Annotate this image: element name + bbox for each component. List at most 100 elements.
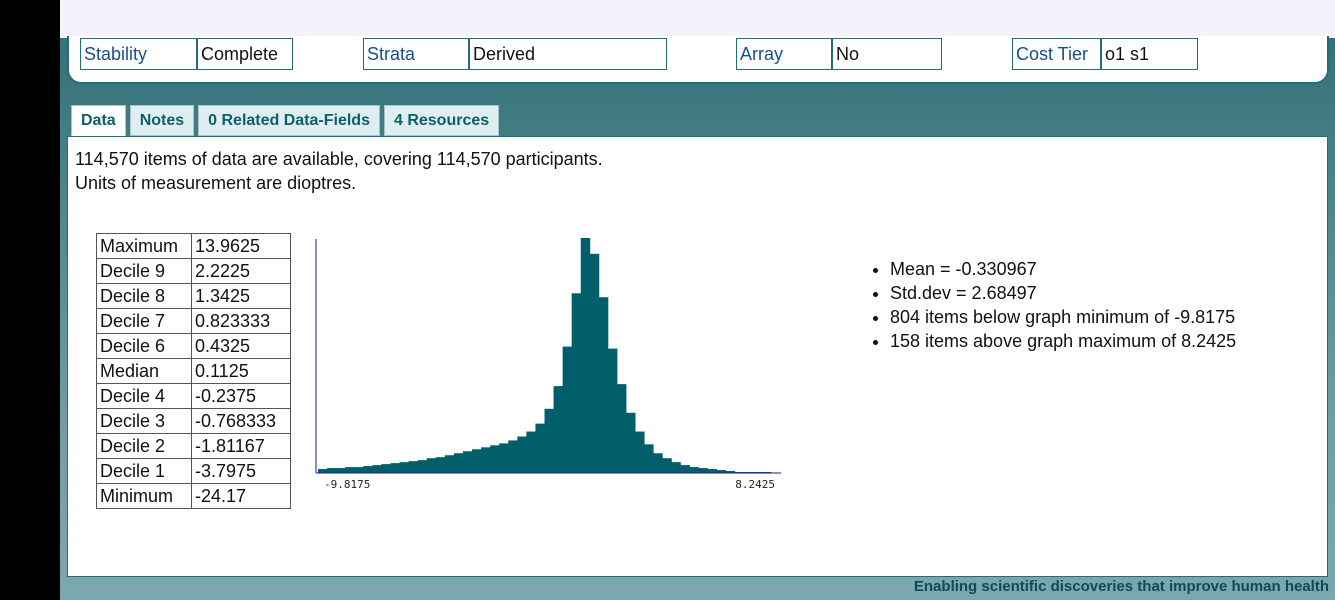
stats-row: Median 0.1125	[96, 358, 291, 384]
histogram-bar	[499, 443, 509, 473]
histogram-bar	[426, 458, 437, 473]
stats-label: Decile 2	[96, 433, 192, 459]
histogram-bar	[616, 384, 627, 473]
distribution-notes: Mean = -0.330967Std.dev = 2.68497804 ite…	[868, 257, 1250, 353]
stats-label: Decile 6	[96, 333, 192, 359]
tab-resources[interactable]: 4 Resources	[383, 105, 500, 136]
summary-units: Units of measurement are dioptres.	[75, 173, 357, 193]
histogram-bar	[508, 440, 518, 473]
tab-data[interactable]: Data	[71, 105, 126, 136]
histogram-bar	[662, 458, 672, 473]
meta-strata-key: Strata	[363, 38, 469, 70]
stats-value: -24.17	[191, 483, 291, 509]
meta-stability: Stability Complete	[80, 38, 293, 70]
tab-notes[interactable]: Notes	[129, 105, 195, 136]
histogram-bar	[598, 297, 609, 473]
histogram-bar	[725, 471, 736, 473]
histogram-bar	[481, 447, 491, 473]
histogram-bar	[698, 468, 708, 473]
meta-stability-key: Stability	[80, 38, 197, 70]
left-black-bar	[0, 0, 60, 600]
histogram-bar	[589, 253, 600, 473]
histogram-bar	[544, 408, 554, 473]
stats-row: Maximum 13.9625	[96, 233, 291, 259]
stats-row: Decile 8 1.3425	[96, 283, 291, 309]
histogram-bar	[318, 469, 328, 473]
note-item: 804 items below graph minimum of -9.8175	[890, 305, 1250, 329]
meta-stability-value: Complete	[197, 38, 293, 70]
histogram-bar	[535, 423, 545, 473]
histogram-bar	[472, 449, 482, 473]
histogram-bar	[653, 453, 663, 473]
histogram-bar	[444, 455, 455, 473]
histogram-bar	[435, 457, 446, 473]
stats-row: Decile 1 -3.7975	[96, 458, 291, 484]
histogram-bar	[390, 463, 400, 473]
x-tick-label-min: -9.8175	[324, 478, 370, 491]
stats-value: 1.3425	[191, 283, 291, 309]
stats-value: -1.81167	[191, 433, 291, 459]
histogram-bar	[644, 444, 654, 473]
stats-row: Decile 7 0.823333	[96, 308, 291, 334]
histogram-bar	[526, 431, 536, 473]
stats-row: Decile 4 -0.2375	[96, 383, 291, 409]
histogram-bar	[417, 460, 428, 473]
stats-value: 0.1125	[191, 358, 291, 384]
histogram-bar	[490, 445, 500, 473]
stats-label: Decile 1	[96, 458, 192, 484]
histogram-bar	[607, 348, 618, 473]
histogram-bar	[381, 464, 391, 473]
stats-label: Minimum	[96, 483, 192, 509]
stats-row: Decile 3 -0.768333	[96, 408, 291, 434]
meta-array: Array No	[736, 38, 942, 70]
histogram-bar	[399, 462, 409, 473]
histogram-bar	[408, 461, 419, 473]
histogram-bar	[635, 431, 645, 473]
top-band	[60, 0, 1335, 38]
stats-value: 13.9625	[191, 233, 291, 259]
histogram-bar	[372, 465, 382, 473]
histogram-bar	[689, 467, 699, 473]
stats-value: 2.2225	[191, 258, 291, 284]
histogram-bar	[562, 346, 573, 473]
stats-label: Median	[96, 358, 192, 384]
meta-strata: Strata Derived	[363, 38, 667, 70]
footer-tagline: Enabling scientific discoveries that imp…	[913, 578, 1329, 595]
histogram-bar	[580, 238, 591, 473]
tab-related-data-fields[interactable]: 0 Related Data-Fields	[198, 105, 380, 136]
histogram-bar	[327, 468, 337, 473]
histogram-bar	[336, 468, 346, 473]
note-item: 158 items above graph maximum of 8.2425	[890, 329, 1250, 353]
stats-row: Decile 2 -1.81167	[96, 433, 291, 459]
stats-row: Decile 6 0.4325	[96, 333, 291, 359]
note-item: Std.dev = 2.68497	[890, 281, 1250, 305]
stats-row: Decile 9 2.2225	[96, 258, 291, 284]
data-summary: 114,570 items of data are available, cov…	[75, 147, 603, 195]
histogram-bar	[553, 386, 564, 473]
summary-items-count: 114,570 items of data are available, cov…	[75, 149, 603, 169]
histogram-bar	[462, 451, 473, 473]
meta-cost-tier-value: o1 s1	[1101, 38, 1198, 70]
stats-value: -3.7975	[191, 458, 291, 484]
meta-array-value: No	[832, 38, 942, 70]
note-item: Mean = -0.330967	[890, 257, 1250, 281]
stats-label: Decile 3	[96, 408, 192, 434]
histogram-bar	[626, 412, 636, 473]
histogram-bar	[707, 469, 718, 473]
data-tab-panel: 114,570 items of data are available, cov…	[67, 136, 1328, 577]
stats-label: Decile 7	[96, 308, 192, 334]
histogram-bar	[716, 470, 727, 473]
histogram-bar	[517, 436, 527, 473]
stats-label: Decile 8	[96, 283, 192, 309]
stats-label: Decile 9	[96, 258, 192, 284]
x-tick-label-max: 8.2425	[735, 478, 775, 491]
stats-label: Maximum	[96, 233, 192, 259]
meta-cost-tier: Cost Tier o1 s1	[1012, 38, 1198, 70]
histogram-bar	[571, 293, 582, 473]
stats-value: -0.2375	[191, 383, 291, 409]
meta-array-key: Array	[736, 38, 832, 70]
histogram-bar	[363, 466, 373, 473]
stats-value: 0.823333	[191, 308, 291, 334]
meta-strata-value: Derived	[469, 38, 667, 70]
stats-row: Minimum -24.17	[96, 483, 291, 509]
